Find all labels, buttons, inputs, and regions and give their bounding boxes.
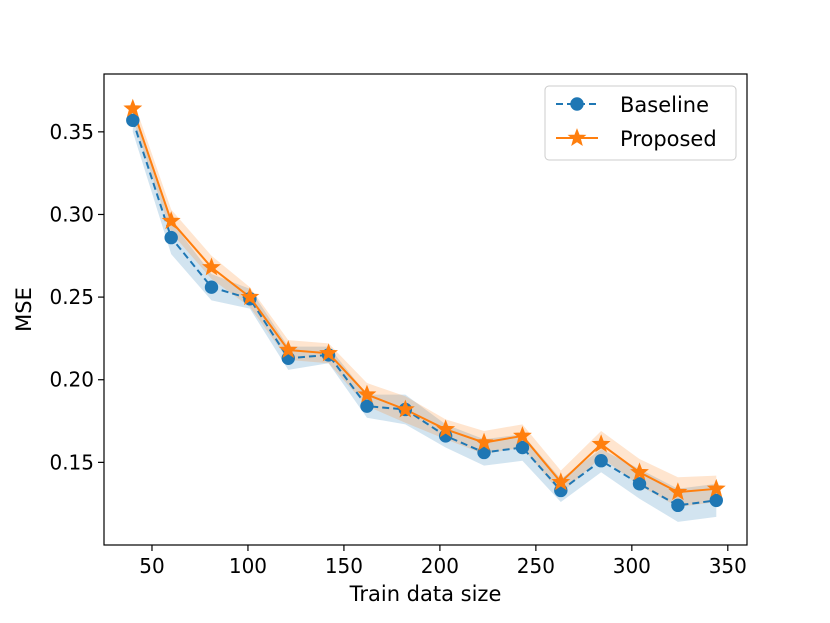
legend-label-proposed: Proposed xyxy=(620,127,717,151)
x-axis-label: Train data size xyxy=(349,582,502,606)
line-baseline xyxy=(131,119,717,507)
point-baseline-15 xyxy=(709,493,723,508)
y-tick-label: 0.15 xyxy=(49,450,94,474)
series-markers xyxy=(123,98,726,513)
x-tick-label: 100 xyxy=(229,554,267,578)
point-proposed-8 xyxy=(436,419,456,438)
band-baseline xyxy=(132,108,717,522)
x-axis-ticks: 50 100 150 200 250 300 350 xyxy=(139,545,747,578)
point-proposed-9 xyxy=(474,432,494,451)
point-baseline-14 xyxy=(671,498,685,513)
point-proposed-4 xyxy=(278,340,298,359)
y-tick-label: 0.35 xyxy=(49,120,94,144)
point-baseline-13 xyxy=(632,477,647,491)
point-proposed-14 xyxy=(668,482,688,501)
plot-area-frame xyxy=(103,73,748,546)
x-tick-label: 350 xyxy=(709,554,747,578)
y-axis-label: MSE xyxy=(12,287,36,332)
y-axis-ticks: 0.15 0.20 0.25 0.30 0.35 xyxy=(49,120,104,474)
point-proposed-5 xyxy=(319,343,338,362)
y-tick-label: 0.25 xyxy=(49,285,94,309)
point-proposed-6 xyxy=(357,384,377,403)
legend-marker-shape xyxy=(567,128,587,147)
legend-marker-baseline xyxy=(570,97,584,111)
point-baseline-12 xyxy=(594,454,608,468)
x-tick-label: 50 xyxy=(139,554,164,578)
point-baseline-2 xyxy=(204,280,219,294)
point-baseline-0 xyxy=(126,113,140,127)
legend-label-baseline: Baseline xyxy=(620,93,709,117)
point-proposed-1 xyxy=(161,211,181,230)
y-tick-label: 0.20 xyxy=(49,368,94,392)
x-tick-label: 150 xyxy=(325,554,363,578)
legend-entry-proposed: Proposed xyxy=(556,127,717,151)
series-lines xyxy=(131,108,717,507)
point-proposed-7 xyxy=(395,399,415,418)
x-tick-label: 200 xyxy=(421,554,459,578)
y-tick-label: 0.30 xyxy=(49,202,94,226)
point-proposed-15 xyxy=(706,478,726,497)
legend-marker-proposed xyxy=(567,128,587,147)
line-proposed xyxy=(131,108,717,494)
legend: Baseline Proposed xyxy=(544,85,737,161)
point-baseline-1 xyxy=(164,230,178,245)
legend-entry-baseline: Baseline xyxy=(556,93,709,117)
point-proposed-13 xyxy=(630,462,649,481)
x-tick-label: 250 xyxy=(517,554,555,578)
point-proposed-2 xyxy=(202,257,221,276)
x-tick-label: 300 xyxy=(613,554,651,578)
point-proposed-12 xyxy=(591,434,611,453)
legend-marker-shape xyxy=(570,97,584,111)
confidence-bands xyxy=(132,98,717,522)
point-proposed-10 xyxy=(513,426,532,444)
point-proposed-3 xyxy=(240,287,260,306)
point-baseline-10 xyxy=(515,440,530,455)
point-proposed-0 xyxy=(123,98,143,117)
point-proposed-11 xyxy=(551,472,571,491)
point-baseline-6 xyxy=(360,399,374,413)
